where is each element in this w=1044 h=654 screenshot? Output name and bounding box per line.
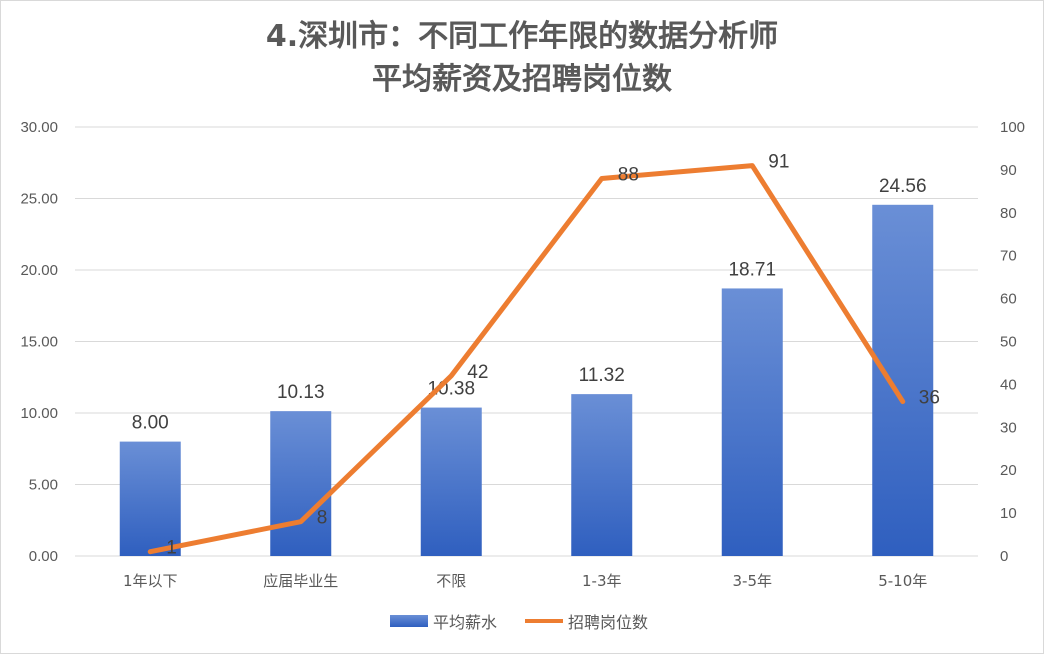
bar-series bbox=[119, 204, 934, 557]
right-axis-tick: 100 bbox=[1000, 119, 1025, 136]
right-axis-tick: 60 bbox=[1000, 291, 1017, 308]
bar bbox=[571, 394, 633, 556]
legend-bar-swatch bbox=[390, 615, 428, 627]
bar bbox=[872, 204, 934, 557]
chart-title-line1: 4.深圳市：不同工作年限的数据分析师 bbox=[266, 19, 778, 54]
line-data-labels: 1 8 42 88 91 36 bbox=[166, 152, 940, 559]
category-label: 1-3年 bbox=[582, 572, 622, 590]
right-axis-tick: 40 bbox=[1000, 376, 1017, 393]
line-value-label: 91 bbox=[768, 152, 789, 173]
left-axis-tick: 0.00 bbox=[29, 548, 58, 565]
category-label: 应届毕业生 bbox=[263, 572, 338, 590]
bar-value-label: 10.38 bbox=[427, 379, 475, 400]
left-axis-tick: 30.00 bbox=[20, 119, 58, 136]
bar bbox=[721, 288, 783, 556]
category-label: 5-10年 bbox=[878, 572, 927, 590]
bar bbox=[270, 411, 332, 556]
right-axis-tick: 30 bbox=[1000, 419, 1017, 436]
legend-bar-label: 平均薪水 bbox=[433, 613, 497, 632]
category-axis-labels: 1年以下 应届毕业生 不限 1-3年 3-5年 5-10年 bbox=[123, 572, 927, 590]
category-label: 3-5年 bbox=[733, 572, 773, 590]
line-value-label: 1 bbox=[166, 538, 177, 559]
line-value-label: 42 bbox=[467, 362, 488, 383]
right-axis-tick: 0 bbox=[1000, 548, 1008, 565]
line-series bbox=[147, 163, 906, 555]
bar-value-label: 11.32 bbox=[579, 365, 625, 386]
right-axis-ticks: 0 10 20 30 40 50 60 70 80 90 100 bbox=[1000, 119, 1025, 565]
right-axis-tick: 50 bbox=[1000, 334, 1017, 351]
line-path bbox=[147, 163, 906, 555]
chart-title-line2: 平均薪资及招聘岗位数 bbox=[372, 62, 673, 97]
right-axis-tick: 70 bbox=[1000, 248, 1017, 265]
left-axis-tick: 25.00 bbox=[20, 191, 58, 208]
gridlines bbox=[75, 126, 978, 557]
left-axis-ticks: 0.00 5.00 10.00 15.00 20.00 25.00 30.00 bbox=[20, 119, 58, 565]
line-value-label: 88 bbox=[618, 164, 639, 185]
line-value-label: 8 bbox=[317, 508, 328, 529]
bar-value-label: 24.56 bbox=[879, 176, 927, 197]
category-label: 1年以下 bbox=[123, 572, 178, 590]
right-axis-tick: 90 bbox=[1000, 162, 1017, 179]
legend: 平均薪水 招聘岗位数 bbox=[390, 613, 648, 632]
bar-value-label: 18.71 bbox=[728, 259, 776, 280]
bar-value-label: 8.00 bbox=[132, 413, 169, 434]
left-axis-tick: 5.00 bbox=[29, 477, 58, 494]
left-axis-tick: 20.00 bbox=[20, 262, 58, 279]
bar bbox=[420, 407, 482, 556]
bar-value-label: 10.13 bbox=[277, 382, 325, 403]
legend-line-label: 招聘岗位数 bbox=[568, 613, 648, 632]
bar-data-labels: 8.00 10.13 10.38 11.32 18.71 24.56 bbox=[132, 176, 927, 434]
right-axis-tick: 10 bbox=[1000, 505, 1017, 522]
right-axis-tick: 80 bbox=[1000, 205, 1017, 222]
line-value-label: 36 bbox=[919, 388, 940, 409]
bar bbox=[119, 441, 181, 556]
right-axis-tick: 20 bbox=[1000, 462, 1017, 479]
category-label: 不限 bbox=[436, 572, 466, 590]
left-axis-tick: 10.00 bbox=[20, 405, 58, 422]
left-axis-tick: 15.00 bbox=[20, 334, 58, 351]
